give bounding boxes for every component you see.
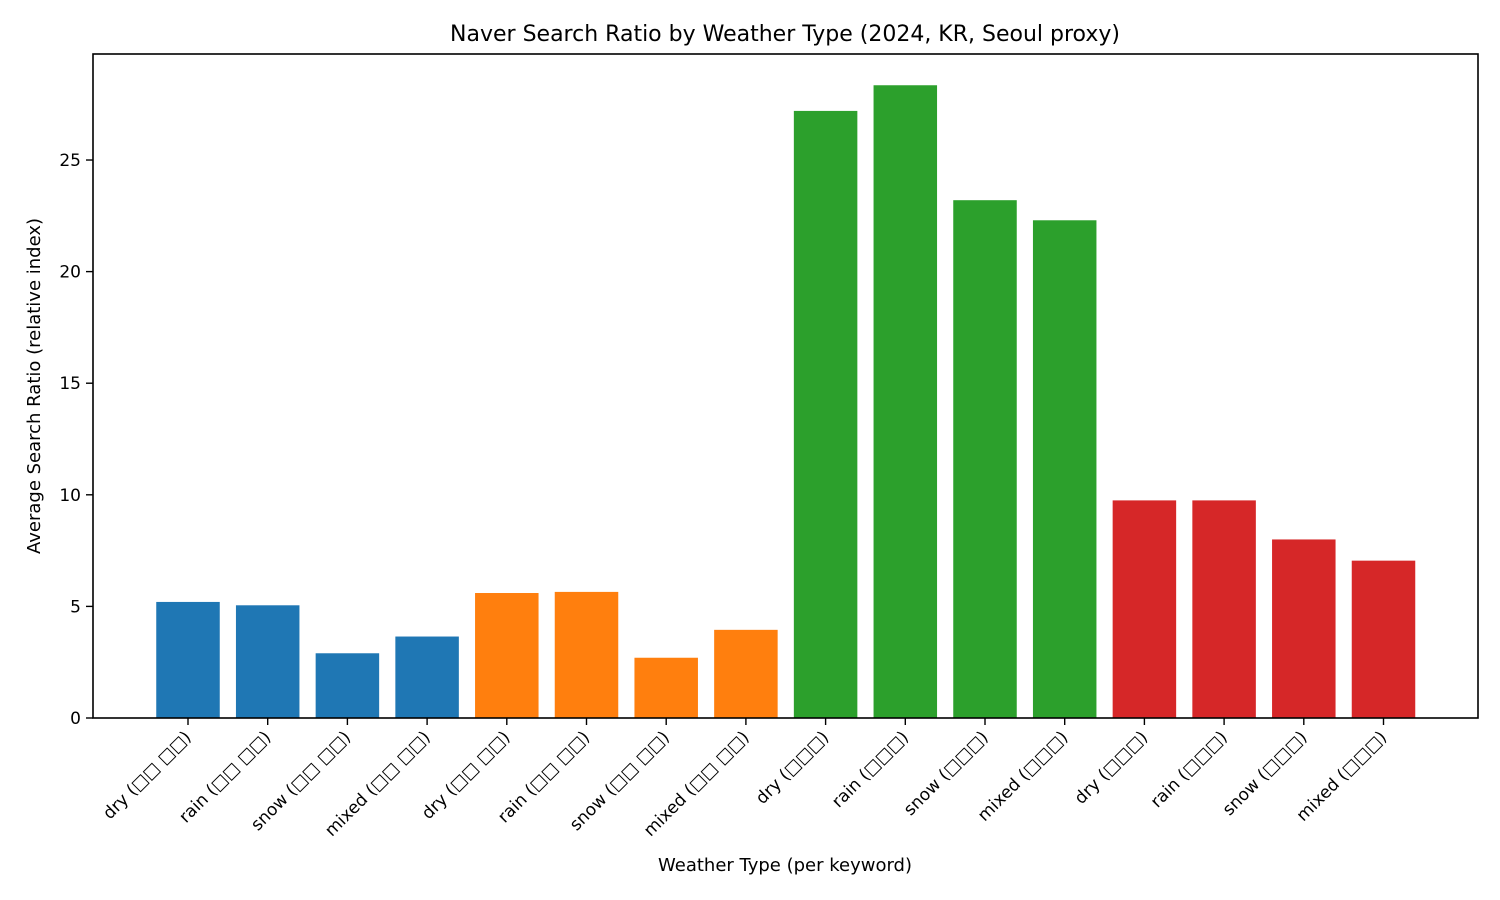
plot-frame <box>92 53 1479 719</box>
bar-10 <box>953 200 1017 718</box>
y-axis-ticks: 0 5 10 15 20 25 <box>59 151 93 729</box>
x-tick-label-8: dry (□□□) <box>752 727 833 808</box>
y-axis-label: Average Search Ratio (relative index) <box>24 218 45 554</box>
bar-0 <box>156 601 220 718</box>
bar-2 <box>315 653 380 718</box>
bar-8 <box>793 110 858 718</box>
x-axis-label: Weather Type (per keyword) <box>658 855 912 876</box>
y-tick-label-4: 20 <box>59 263 81 283</box>
x-tick-label-9: rain (□□□) <box>828 727 913 812</box>
bar-4 <box>475 593 539 718</box>
y-tick-label-2: 10 <box>59 486 81 506</box>
y-tick-label-1: 5 <box>70 597 81 617</box>
x-tick-label-13: rain (□□□) <box>1147 727 1232 812</box>
y-tick-label-0: 0 <box>70 709 81 729</box>
bar-5 <box>554 591 619 718</box>
bar-11 <box>1032 220 1097 718</box>
bar-14 <box>1272 539 1336 718</box>
bar-9 <box>873 85 938 718</box>
bar-15 <box>1351 560 1416 718</box>
chart-title: Naver Search Ratio by Weather Type (2024… <box>450 22 1120 47</box>
bar-13 <box>1192 500 1256 718</box>
y-tick-label-3: 15 <box>59 374 81 394</box>
x-axis-ticks: dry (□□ □□)rain (□□ □□)snow (□□ □□)mixed… <box>99 718 1391 841</box>
bar-12 <box>1112 500 1177 718</box>
bar-6 <box>634 657 698 718</box>
y-tick-label-5: 25 <box>59 151 81 171</box>
bar-7 <box>714 629 778 718</box>
bar-3 <box>395 636 459 718</box>
x-tick-label-12: dry (□□□) <box>1071 727 1152 808</box>
bars-group <box>156 85 1416 718</box>
bar-1 <box>235 605 300 718</box>
